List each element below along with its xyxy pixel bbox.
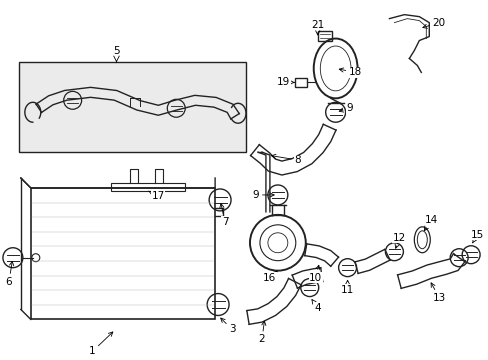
- Text: 14: 14: [424, 215, 437, 231]
- Text: 8: 8: [271, 154, 301, 165]
- Bar: [317, 31, 331, 41]
- Text: 5: 5: [113, 46, 120, 57]
- Text: 9: 9: [252, 190, 274, 200]
- Text: 3: 3: [220, 318, 235, 334]
- Text: 6: 6: [5, 261, 14, 287]
- Text: 7: 7: [220, 203, 228, 227]
- Text: 9: 9: [339, 103, 352, 113]
- Text: 10: 10: [308, 265, 322, 283]
- Text: 1: 1: [89, 332, 113, 356]
- Text: 18: 18: [339, 67, 362, 77]
- Bar: [110, 183, 185, 191]
- Text: 16: 16: [263, 271, 277, 283]
- Text: 19: 19: [277, 77, 293, 87]
- Bar: [31, 188, 215, 319]
- Bar: [19, 62, 245, 152]
- Text: 11: 11: [340, 280, 353, 294]
- Text: 2: 2: [258, 321, 265, 345]
- Text: 20: 20: [422, 18, 445, 28]
- Text: 21: 21: [310, 19, 324, 35]
- Text: 12: 12: [392, 233, 405, 248]
- Text: 15: 15: [469, 230, 483, 243]
- Text: 17: 17: [148, 191, 164, 201]
- Text: 13: 13: [430, 283, 445, 302]
- Text: 4: 4: [311, 300, 321, 312]
- Bar: [294, 78, 306, 87]
